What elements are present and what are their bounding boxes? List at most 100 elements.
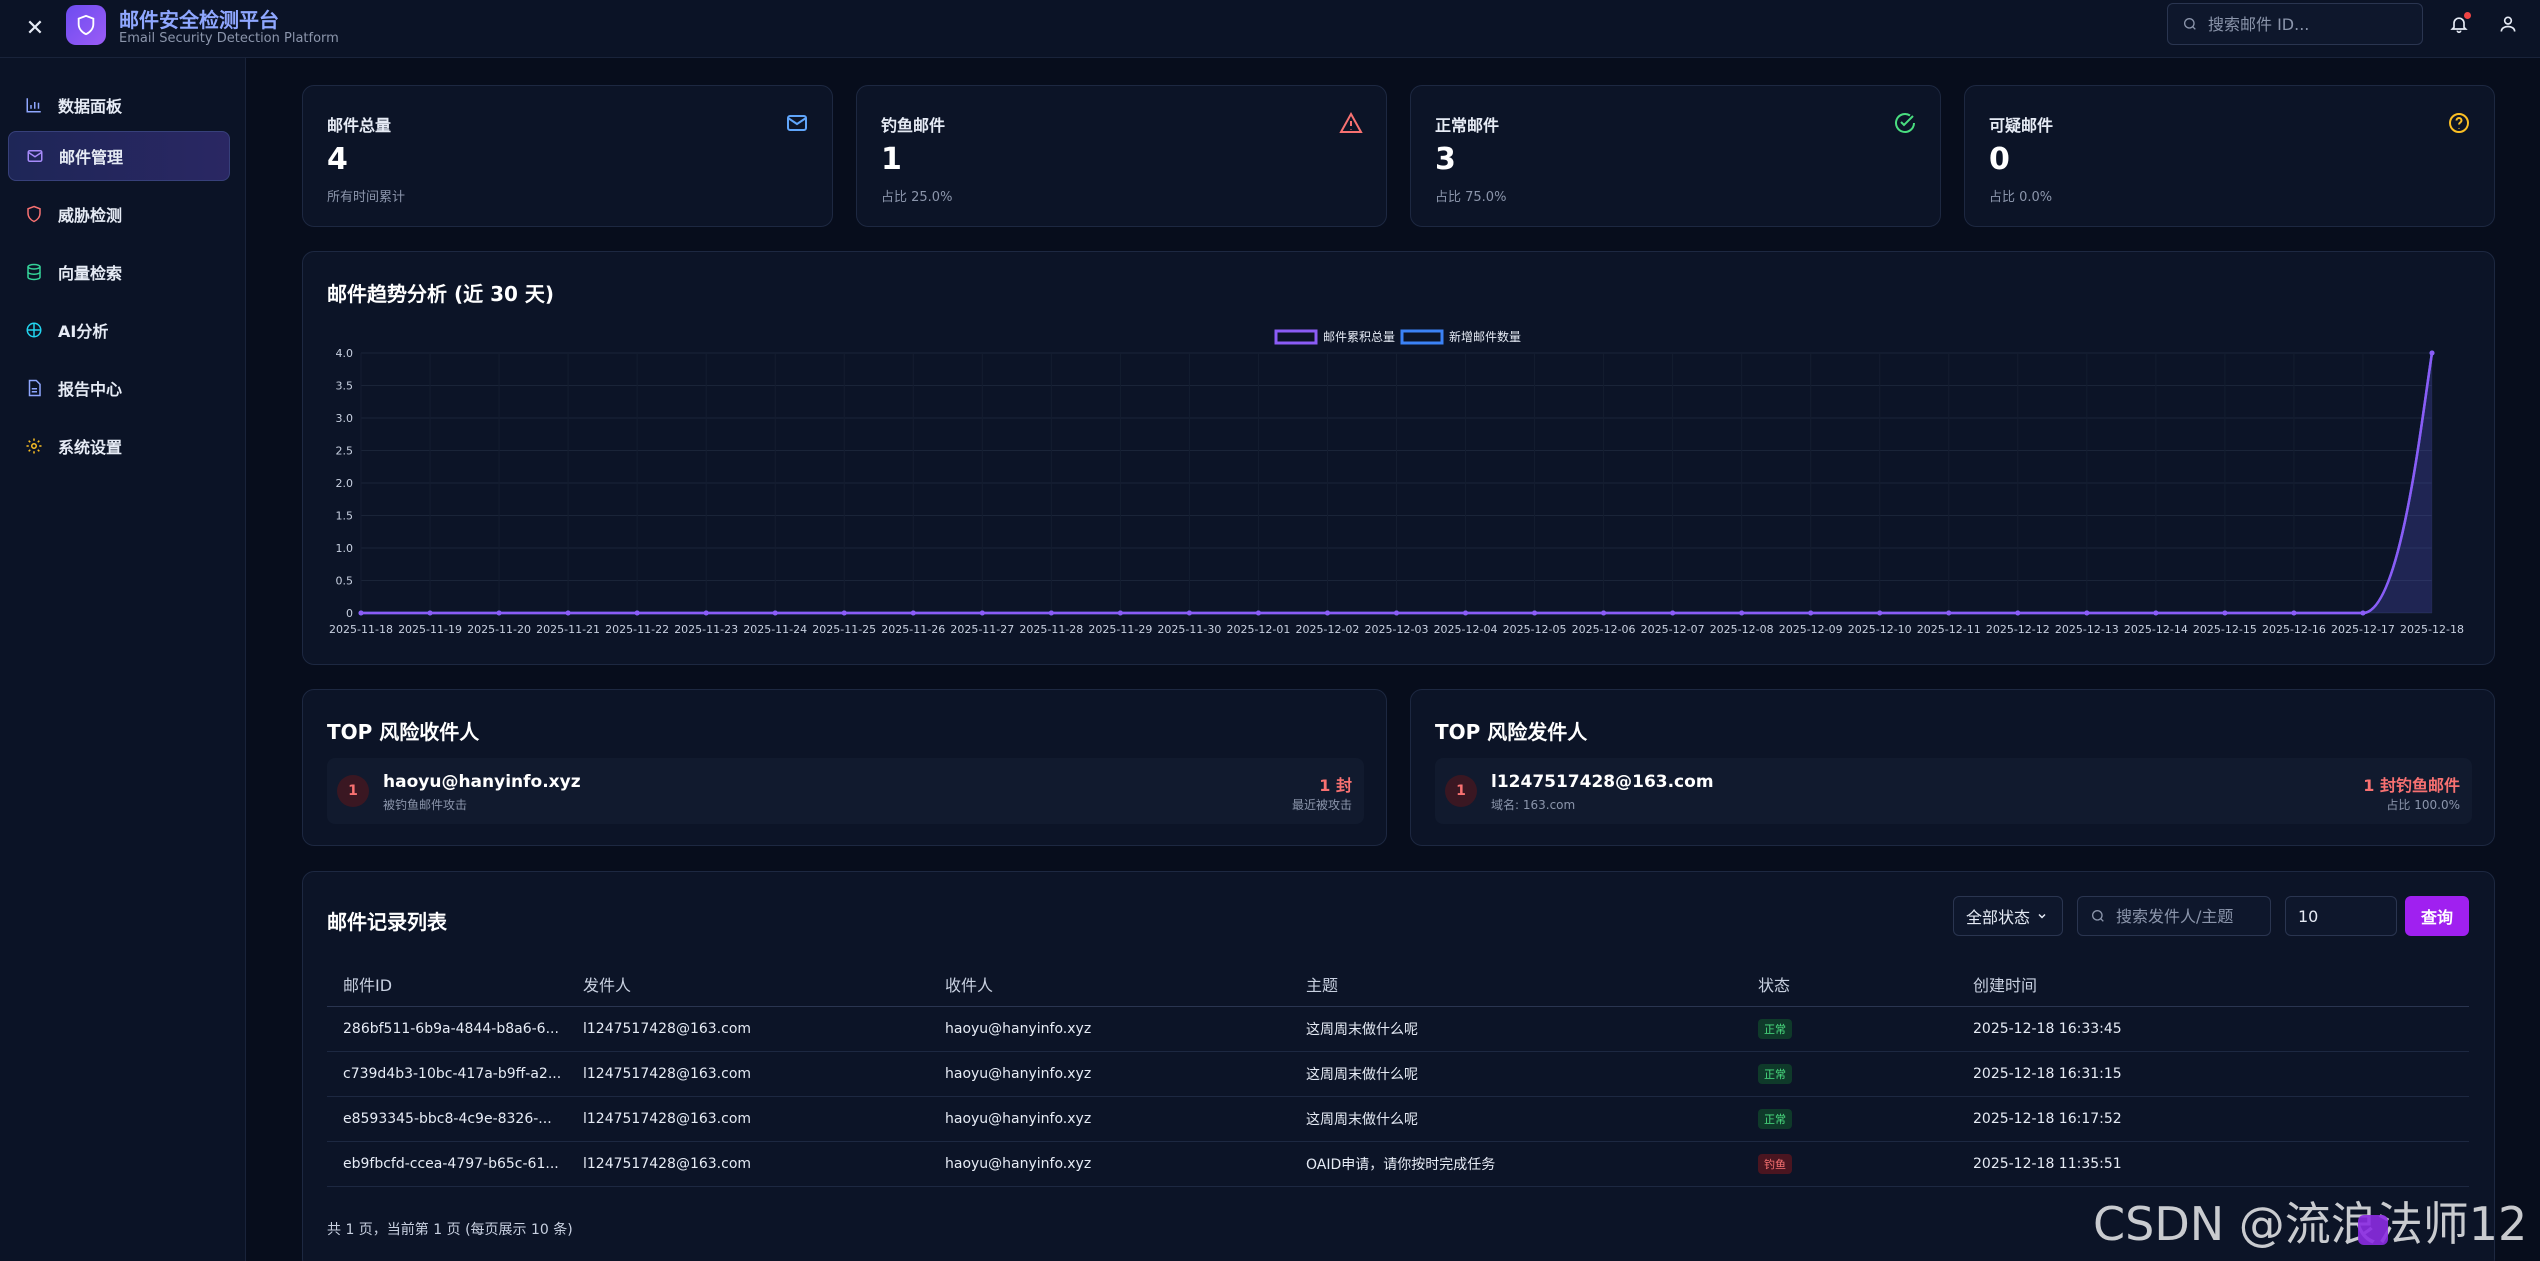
data-point [565, 610, 571, 616]
table-row[interactable]: 286bf511-6b9a-4844-b8a6-6... l1247517428… [327, 1006, 2469, 1052]
recipient-recent: 最近被攻击 [1291, 798, 1352, 812]
sender-cell: l1247517428@163.com [567, 1096, 929, 1142]
list-item[interactable]: 1 haoyu@hanyinfo.xyz 被钓鱼邮件攻击 1 封 最近被攻击 [327, 758, 1364, 824]
data-point [1394, 610, 1399, 616]
email-id-search-input[interactable] [2208, 14, 2408, 34]
email-id-cell: e8593345-bbc8-4c9e-8326-... [327, 1096, 567, 1142]
y-tick-label: 1.0 [336, 542, 354, 555]
page-size-input[interactable] [2298, 906, 2438, 926]
top-bar: ✕ 邮件安全检测平台 Email Security Detection Plat… [0, 0, 2540, 58]
recipient-cell: haoyu@hanyinfo.xyz [929, 1141, 1290, 1187]
sidebar-item-ai-analysis[interactable]: AI分析 [8, 305, 230, 355]
column-header[interactable]: 创建时间 [1957, 962, 2469, 1007]
x-tick-label: 2025-11-22 [605, 623, 669, 636]
mail-icon [25, 146, 45, 166]
list-item[interactable]: 1 l1247517428@163.com 域名: 163.com 1 封钓鱼邮… [1435, 758, 2472, 824]
page-size-field[interactable] [2285, 896, 2438, 936]
sender-cell: l1247517428@163.com [567, 1051, 929, 1097]
file-text-icon [24, 378, 44, 398]
x-tick-label: 2025-11-28 [1019, 623, 1083, 636]
sidebar-item-vector-search[interactable]: 向量检索 [8, 247, 230, 297]
sender-count: 1 封钓鱼邮件 [2363, 776, 2460, 795]
query-button[interactable]: 查询 [2405, 896, 2469, 936]
status-cell: 正常 [1742, 1051, 1957, 1097]
data-point [1739, 610, 1745, 616]
data-point [841, 610, 847, 616]
table-row[interactable]: e8593345-bbc8-4c9e-8326-... l1247517428@… [327, 1096, 2469, 1142]
stat-card-normal: 正常邮件 3 占比 75.0% [1410, 85, 1941, 227]
status-filter-select[interactable]: 全部状态 [1953, 896, 2063, 936]
top-risk-recipients-card: TOP 风险收件人 1 haoyu@hanyinfo.xyz 被钓鱼邮件攻击 1… [302, 689, 1387, 846]
x-tick-label: 2025-12-03 [1365, 623, 1429, 636]
status-badge: 正常 [1758, 1108, 1792, 1129]
stat-note: 占比 75.0% [1435, 190, 1507, 205]
search-icon [2184, 18, 2196, 30]
sidebar-item-mail-management[interactable]: 邮件管理 [8, 131, 230, 181]
user-icon[interactable] [2494, 10, 2522, 38]
question-circle-icon [2446, 110, 2472, 136]
x-tick-label: 2025-12-07 [1641, 623, 1705, 636]
x-tick-label: 2025-12-18 [2400, 623, 2464, 636]
stat-value: 0 [1989, 142, 2010, 177]
email-records-card: 邮件记录列表 全部状态 查询 邮件ID 发件人 收件人 主题 状态 创建时间 2… [302, 871, 2495, 1261]
recipient-cell: haoyu@hanyinfo.xyz [929, 1006, 1290, 1052]
trend-chart: 0 0.5 1.0 1.5 2.0 2.5 3.0 3.5 4.0 2025-11-18 2025-… [329, 329, 2464, 636]
data-point [2291, 610, 2297, 616]
x-tick-label: 2025-11-20 [467, 623, 531, 636]
stat-label: 邮件总量 [327, 116, 392, 135]
recipient-cell: haoyu@hanyinfo.xyz [929, 1096, 1290, 1142]
created-time-cell: 2025-12-18 16:17:52 [1957, 1096, 2469, 1142]
data-point [910, 610, 916, 616]
table-header-row: 邮件ID 发件人 收件人 主题 状态 创建时间 [327, 962, 2469, 1007]
recipient-email: haoyu@hanyinfo.xyz [383, 772, 581, 792]
data-point [1670, 610, 1676, 616]
stat-label: 正常邮件 [1435, 116, 1500, 135]
sender-cell: l1247517428@163.com [567, 1006, 929, 1052]
column-header[interactable]: 主题 [1290, 962, 1742, 1007]
column-header[interactable]: 状态 [1742, 962, 1957, 1007]
x-tick-label: 2025-12-09 [1779, 623, 1843, 636]
sender-cell: l1247517428@163.com [567, 1141, 929, 1187]
email-id-cell: c739d4b3-10bc-417a-b9ff-a2... [327, 1051, 567, 1097]
x-tick-label: 2025-12-17 [2331, 623, 2395, 636]
y-tick-label: 2.5 [336, 445, 354, 458]
data-point [772, 610, 778, 616]
close-icon[interactable]: ✕ [25, 15, 45, 41]
sender-subject-search[interactable] [2077, 896, 2271, 936]
subject-cell: OAID申请，请你按时完成任务 [1290, 1141, 1742, 1187]
data-point [1048, 610, 1054, 616]
sidebar-item-label: 邮件管理 [59, 148, 124, 167]
data-point [634, 610, 640, 616]
legend-swatch [1400, 329, 1444, 345]
table-row[interactable]: eb9fbcfd-ccea-4797-b65c-61... l124751742… [327, 1141, 2469, 1187]
column-header[interactable]: 邮件ID [327, 962, 567, 1007]
sidebar-item-settings[interactable]: 系统设置 [8, 421, 230, 471]
x-tick-label: 2025-12-02 [1295, 623, 1359, 636]
column-header[interactable]: 收件人 [929, 962, 1290, 1007]
x-tick-label: 2025-12-08 [1710, 623, 1774, 636]
x-tick-label: 2025-12-10 [1848, 623, 1912, 636]
pagination-info: 共 1 页，当前第 1 页 (每页展示 10 条) [327, 1222, 573, 1238]
bell-icon[interactable] [2445, 10, 2473, 38]
subject-cell: 这周周末做什么呢 [1290, 1051, 1742, 1097]
app-subtitle: Email Security Detection Platform [119, 31, 339, 46]
stat-value: 3 [1435, 142, 1456, 177]
created-time-cell: 2025-12-18 16:31:15 [1957, 1051, 2469, 1097]
y-tick-label: 1.5 [336, 510, 354, 523]
sender-subject-search-input[interactable] [2116, 906, 2256, 926]
stat-value: 1 [881, 142, 902, 177]
column-header[interactable]: 发件人 [567, 962, 929, 1007]
sidebar-item-dashboard[interactable]: 数据面板 [8, 80, 230, 130]
sidebar: 数据面板 邮件管理 威胁检测 向量检索 AI分析 报告中心 系统设置 [0, 58, 246, 1261]
y-tick-label: 0.5 [336, 575, 354, 588]
x-tick-label: 2025-12-16 [2262, 623, 2326, 636]
bar-chart-icon [24, 95, 44, 115]
status-badge: 正常 [1758, 1063, 1792, 1084]
table-row[interactable]: c739d4b3-10bc-417a-b9ff-a2... l124751742… [327, 1051, 2469, 1097]
data-point [1877, 610, 1883, 616]
y-tick-label: 4.0 [336, 347, 354, 360]
chevron-down-icon [2038, 913, 2046, 919]
sidebar-item-report-center[interactable]: 报告中心 [8, 363, 230, 413]
sidebar-item-threat-detection[interactable]: 威胁检测 [8, 189, 230, 239]
email-id-search[interactable] [2167, 3, 2423, 45]
